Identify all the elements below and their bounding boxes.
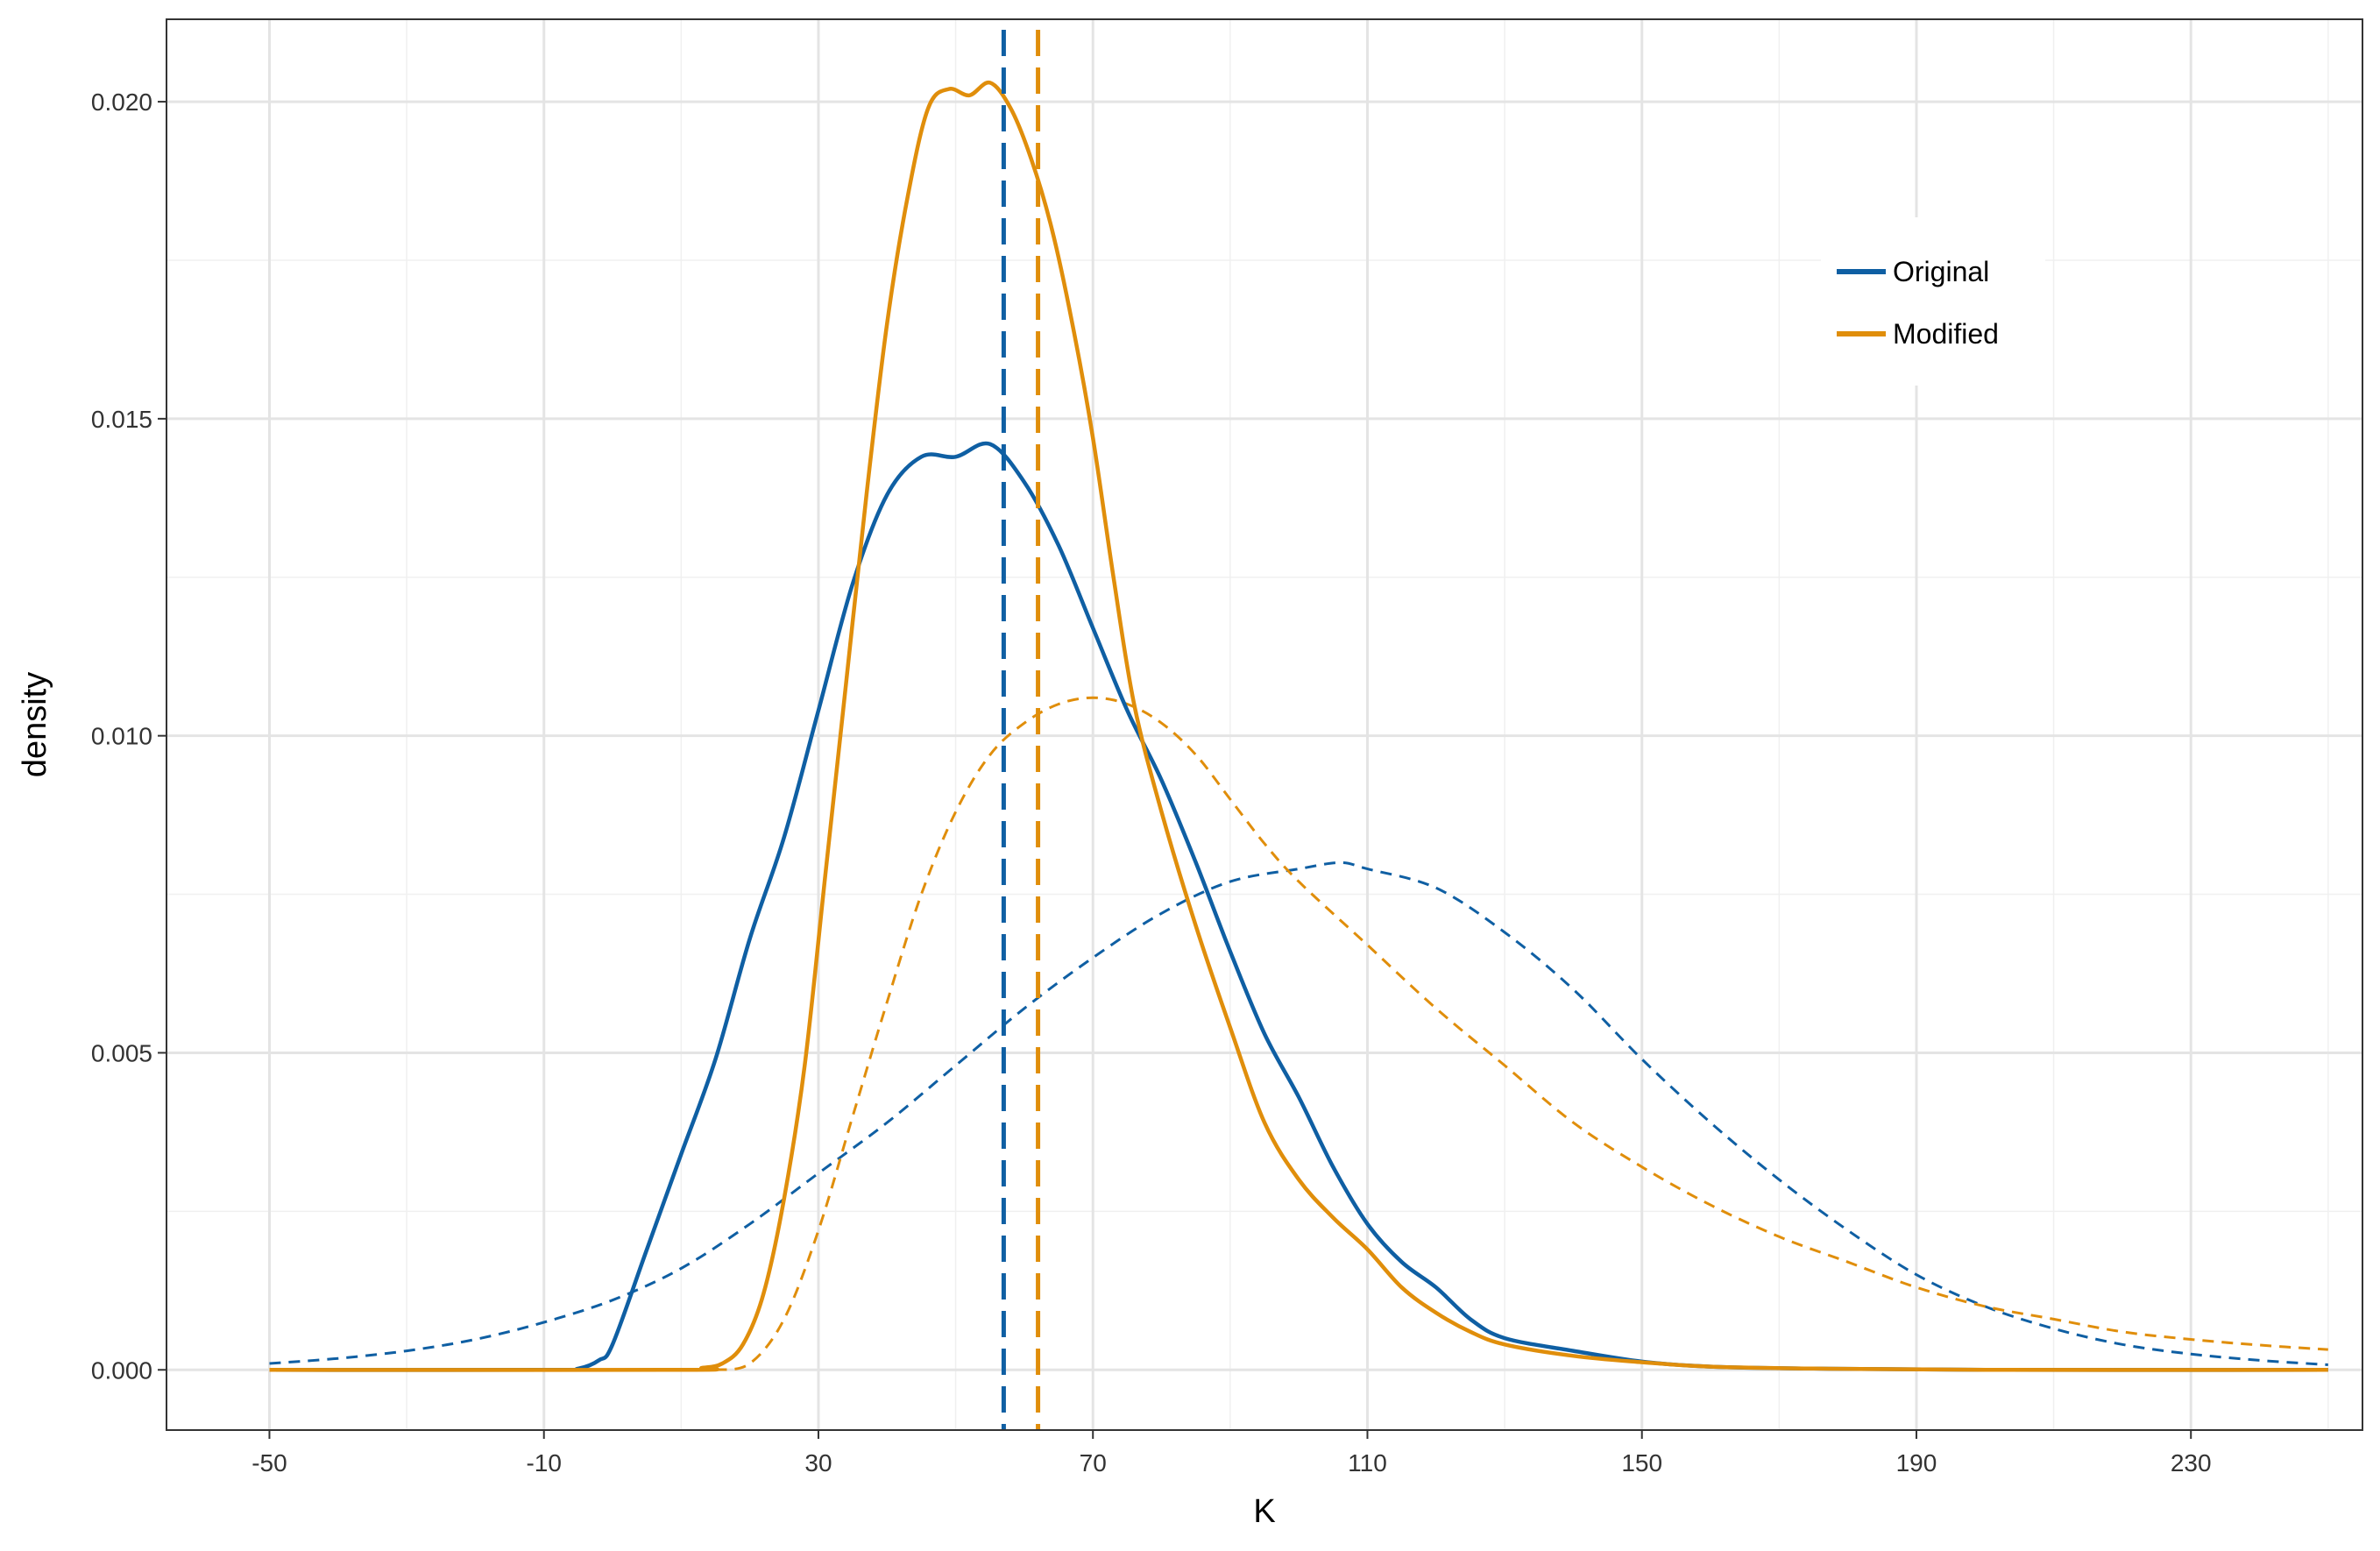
x-tick-label: -10 [526, 1449, 561, 1477]
modified-density-line [269, 81, 2328, 1372]
x-tick-label: 230 [2171, 1449, 2212, 1477]
modified-reference-curve [715, 696, 2328, 1371]
x-tick-label: 110 [1348, 1449, 1387, 1477]
plot-panel-border [166, 18, 2363, 1431]
y-tick-label: 0.020 [91, 89, 152, 116]
legend: Original Modified [1821, 217, 2045, 386]
y-tick-label: 0.015 [91, 406, 152, 433]
y-tick-label: 0.005 [91, 1039, 152, 1066]
legend-label-original: Original [1893, 256, 1989, 287]
original-reference-curve [269, 860, 2328, 1366]
x-axis-title: K [1253, 1493, 1275, 1530]
x-tick-label: -50 [251, 1449, 287, 1477]
x-tick-label: 150 [1621, 1449, 1662, 1477]
x-axis: -50 -10 30 70 110 150 190 230 [251, 1430, 2212, 1477]
legend-background [1821, 217, 2045, 386]
y-tick-label: 0.000 [91, 1356, 152, 1384]
y-tick-label: 0.010 [91, 723, 152, 750]
y-axis: 0.000 0.005 0.010 0.015 0.020 [91, 89, 166, 1384]
series-layer [269, 30, 2328, 1429]
y-axis-title: density [17, 672, 53, 777]
legend-label-modified: Modified [1893, 318, 1999, 350]
minor-gridlines [166, 19, 2362, 1430]
x-tick-label: 190 [1896, 1449, 1937, 1477]
x-tick-label: 30 [804, 1449, 832, 1477]
original-density-line [269, 441, 2328, 1372]
x-tick-label: 70 [1080, 1449, 1107, 1477]
